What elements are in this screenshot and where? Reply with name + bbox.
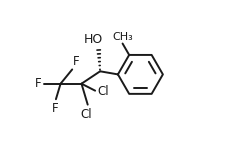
Text: F: F <box>73 55 80 68</box>
Text: F: F <box>35 77 42 90</box>
Text: Cl: Cl <box>97 85 109 98</box>
Text: F: F <box>52 102 58 115</box>
Text: HO: HO <box>83 33 103 46</box>
Text: Cl: Cl <box>80 108 92 121</box>
Text: CH₃: CH₃ <box>112 32 133 42</box>
